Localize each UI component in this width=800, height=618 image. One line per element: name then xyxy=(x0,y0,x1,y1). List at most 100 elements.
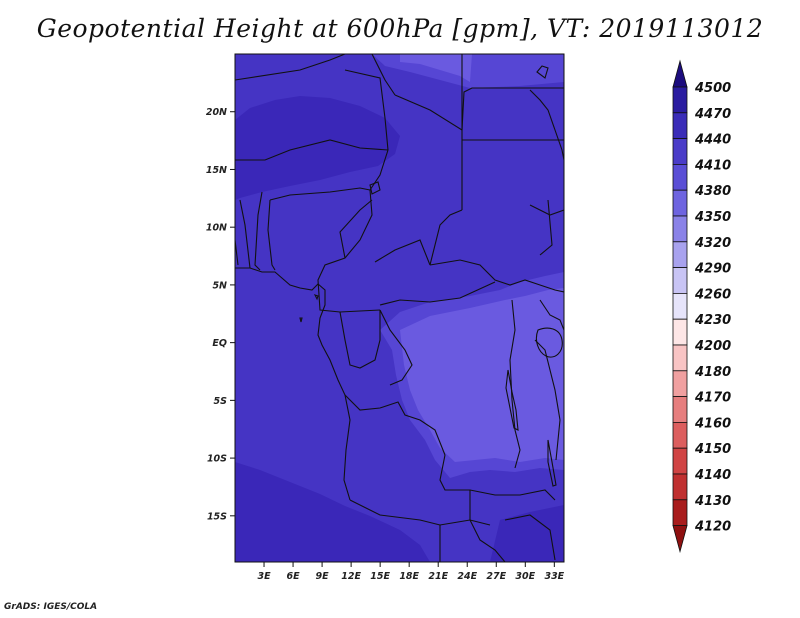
colorbar-box xyxy=(672,267,688,294)
lon-tick-label: 18E xyxy=(399,571,419,582)
colorbar-label: 4230 xyxy=(694,313,731,328)
colorbar-box xyxy=(672,86,688,114)
colorbar-box xyxy=(672,241,688,269)
colorbar-bottom-triangle xyxy=(672,525,688,554)
map-title: Geopotential Height at 600hPa [gpm], VT:… xyxy=(36,14,764,43)
border-namibia xyxy=(349,499,491,526)
border-car-south xyxy=(379,281,496,306)
colorbar-box xyxy=(672,318,688,346)
lat-tick-label: 5S xyxy=(214,396,228,407)
colorbar-label: 4350 xyxy=(694,210,731,225)
colorbar-label: 4150 xyxy=(694,442,731,457)
border-eritrea xyxy=(539,199,553,256)
border-drc-east xyxy=(509,299,521,469)
colorbar-label: 4200 xyxy=(694,339,731,354)
border-ethiopia xyxy=(529,204,564,216)
border-car-north xyxy=(374,239,431,266)
field-band-4440-4470-southwest xyxy=(235,462,430,562)
colorbar-label: 4320 xyxy=(694,236,731,251)
border-chad-sudan xyxy=(429,209,463,266)
lon-tick-label: 30E xyxy=(515,571,535,582)
colorbar-label: 4290 xyxy=(694,262,731,277)
border-ghana xyxy=(239,199,251,269)
grads-credit: GrADS: IGES/COLA xyxy=(4,602,98,612)
colorbar-label: 4180 xyxy=(694,365,731,380)
border-cameroon xyxy=(317,189,381,313)
lon-tick-label: 21E xyxy=(428,571,448,582)
border-mali-niger xyxy=(235,139,389,161)
colorbar-box xyxy=(672,370,688,397)
field-band-4350-4380-north xyxy=(400,54,472,82)
colorbar-label: 4470 xyxy=(694,107,731,122)
island-saotome xyxy=(299,317,303,323)
country-borders xyxy=(235,54,564,562)
field-band-4440-4470-sahel xyxy=(235,96,400,200)
border-nigeria-east xyxy=(339,199,373,259)
lon-tick-label: 9E xyxy=(316,571,330,582)
colorbar-box xyxy=(672,112,688,140)
colorbar-box xyxy=(672,473,688,501)
lat-tick-label: 15N xyxy=(206,165,227,176)
colorbar-top-triangle xyxy=(672,59,688,88)
border-niger-chad xyxy=(369,149,389,191)
border-libya-chad xyxy=(394,87,564,131)
coastline-gulf-of-guinea xyxy=(235,267,351,501)
border-benin-togo xyxy=(254,191,263,271)
border-zambia-south xyxy=(469,489,556,501)
field-band-4350-4380-congo xyxy=(400,288,564,462)
border-tanzania xyxy=(534,339,561,461)
latitude-axis: 20N 15N 10N 5N EQ 5S 10S 15S xyxy=(206,107,235,522)
red-sea-coast xyxy=(529,89,564,161)
lon-tick-label: 12E xyxy=(341,571,361,582)
colorbar-box xyxy=(672,447,688,475)
colorbar-label: 4160 xyxy=(694,416,731,431)
colorbar-box xyxy=(672,421,688,449)
height-field xyxy=(235,54,564,562)
lat-tick-label: EQ xyxy=(212,338,227,349)
border-angola-zambia xyxy=(439,454,471,520)
colorbar-box xyxy=(672,163,688,191)
colorbar-label: 4120 xyxy=(694,520,731,535)
colorbar: 4500 4470 4440 4410 4380 4350 4320 4290 4260 4230… xyxy=(672,59,731,554)
border-niger-nigeria xyxy=(269,187,371,201)
colorbar-label: 4170 xyxy=(694,391,731,406)
lat-tick-label: 10S xyxy=(207,454,227,465)
lon-tick-label: 24E xyxy=(457,571,477,582)
border-angola-north xyxy=(344,394,446,456)
border-libya-niger xyxy=(371,54,396,96)
colorbar-label: 4440 xyxy=(694,133,731,148)
colorbar-box xyxy=(672,344,688,372)
colorbar-box xyxy=(672,215,688,243)
colorbar-label: 4140 xyxy=(694,468,731,483)
colorbar-label: 4500 xyxy=(694,81,731,96)
colorbar-label: 4130 xyxy=(694,494,731,509)
longitude-axis: 3E 6E 9E 12E 15E 18E 21E 24E 27E 30E 33E xyxy=(257,562,565,582)
colorbar-label: 4410 xyxy=(694,158,731,173)
border-sudan-south xyxy=(429,259,564,293)
border-uganda-kenya xyxy=(539,299,564,331)
lat-tick-label: 5N xyxy=(212,280,227,291)
border-botswana xyxy=(469,519,506,562)
border-nigeria-west xyxy=(267,199,276,271)
colorbar-box xyxy=(672,396,688,423)
island-sinai xyxy=(536,65,549,79)
lon-tick-label: 15E xyxy=(370,571,390,582)
lat-tick-label: 10N xyxy=(206,223,227,234)
lake-tanganyika xyxy=(505,369,519,431)
lat-tick-label: 20N xyxy=(206,107,227,118)
colorbar-box xyxy=(672,292,688,320)
border-algeria-mali xyxy=(235,54,346,81)
lon-tick-label: 6E xyxy=(287,571,301,582)
border-algeria-niger xyxy=(344,69,389,151)
border-gabon-congo xyxy=(339,310,381,369)
island-bioko xyxy=(313,294,319,301)
lake-malawi xyxy=(547,439,557,487)
colorbar-box xyxy=(672,189,688,217)
colorbar-label: 4260 xyxy=(694,287,731,302)
border-zimbabwe xyxy=(504,514,556,561)
border-congo-drc xyxy=(379,309,413,386)
map-frame xyxy=(234,53,565,563)
lake-victoria xyxy=(535,327,563,358)
lake-chad xyxy=(369,181,381,195)
